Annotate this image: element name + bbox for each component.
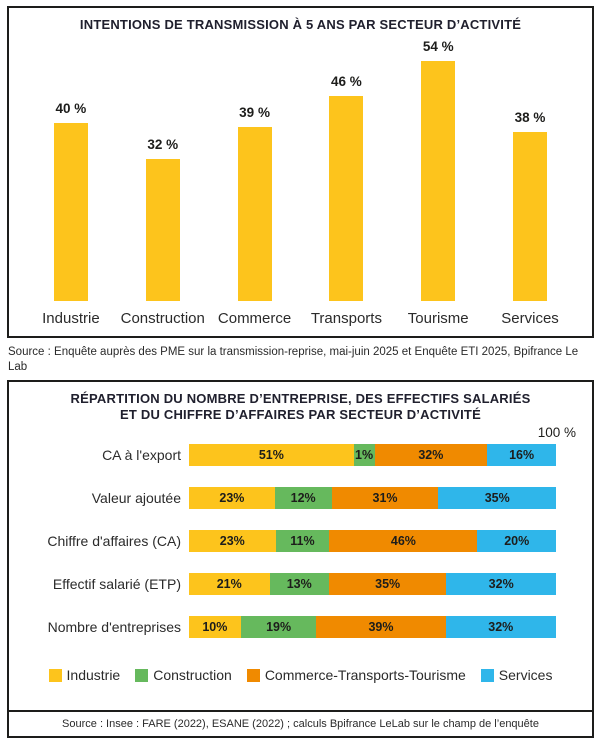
stacked-bar: 51% 1% 32% 16% [189, 444, 556, 467]
bar-commerce [237, 127, 272, 301]
segment-construction: 11% [275, 530, 330, 553]
legend-swatch [135, 668, 149, 682]
segment-industrie: 51% [189, 444, 354, 467]
sector-bar-chart: 40 % Industrie 32 % Construction 39 % Commerc… [9, 33, 592, 336]
repartition-stacked-chart: RÉPARTITION DU NOMBRE D’ENTREPRISE, DES … [7, 379, 594, 738]
segment-commerce-transports-tourisme: 39% [316, 616, 446, 639]
bar-column-transports: 46 % Transports [300, 74, 392, 336]
stacked-row-ca-l-export: CA à l'export 51% 1% 32% 16% [19, 444, 556, 467]
legend-swatch [246, 668, 260, 682]
bar-industrie [53, 123, 88, 301]
segment-commerce-transports-tourisme: 32% [374, 444, 488, 467]
row-category-label: Nombre d'entreprises [47, 619, 181, 636]
stacked-row-nombre-d-entreprises: Nombre d'entreprises 10% 19% 39% 32% [19, 616, 556, 639]
segment-industrie: 10% [189, 616, 241, 639]
bar-column-tourisme: 54 % Tourisme [392, 39, 484, 336]
segment-industrie: 23% [189, 487, 275, 510]
axis-max-label: 100 % [537, 425, 576, 441]
chart2-source: Source : Insee : FARE (2022), ESANE (202… [9, 709, 592, 736]
stacked-row-chiffre-d-affaires-ca-: Chiffre d'affaires (CA) 23% 11% 46% 20% [19, 530, 557, 553]
bar-value-label: 46 % [331, 74, 362, 89]
bar-value-label: 38 % [514, 110, 546, 125]
category-label: Tourisme [407, 310, 469, 327]
bar-transports [329, 96, 364, 301]
segment-construction: 13% [269, 573, 329, 596]
stacked-row-valeur-ajout-e: Valeur ajoutée 23% 12% 31% 35% [19, 487, 556, 510]
bar-services [513, 132, 548, 301]
legend-item-industrie: Industrie [48, 667, 121, 684]
stacked-row-effectif-salari-etp-: Effectif salarié (ETP) 21% 13% 35% 32% [19, 573, 556, 596]
legend-label: Industrie [66, 667, 121, 684]
bar-value-label: 40 % [55, 101, 87, 116]
legend-item-construction: Construction [135, 667, 232, 683]
segment-construction: 1% [353, 444, 375, 467]
bar-value-label: 39 % [239, 105, 270, 120]
stacked-bar: 21% 13% 35% 32% [189, 573, 556, 596]
legend-swatch [48, 668, 62, 682]
stacked-bar: 23% 12% 31% 35% [189, 487, 556, 510]
category-label: Industrie [42, 310, 100, 327]
row-category-label: Valeur ajoutée [91, 490, 181, 507]
segment-commerce-transports-tourisme: 35% [328, 573, 447, 596]
segment-industrie: 23% [189, 530, 276, 553]
stacked-chart-rows: CA à l'export 51% 1% 32% 16% Valeur ajoutée 23… [9, 442, 592, 659]
transmission-intentions-chart: INTENTIONS DE TRANSMISSION À 5 ANS PAR S… [7, 6, 594, 338]
segment-services: 16% [487, 444, 556, 467]
legend-label: Services [498, 667, 553, 684]
legend: Industrie Construction Commerce-Transports… [9, 667, 592, 683]
segment-commerce-transports-tourisme: 31% [331, 487, 439, 510]
chart1-source: Source : Enquête auprès des PME sur la t… [8, 346, 579, 373]
bar-column-commerce: 39 % Commerce [209, 105, 301, 336]
segment-services: 32% [446, 573, 556, 596]
row-category-label: CA à l'export [102, 447, 181, 464]
bar-value-label: 54 % [422, 39, 454, 54]
chart2-title-line2: ET DU CHIFFRE D’AFFAIRES PAR SECTEUR D’A… [120, 407, 481, 423]
segment-services: 32% [445, 616, 556, 639]
legend-item-services: Services [480, 667, 553, 684]
chart2-title-line1: RÉPARTITION DU NOMBRE D’ENTREPRISE, DES … [70, 390, 531, 406]
bar-value-label: 32 % [147, 137, 179, 152]
bar-tourisme [421, 61, 456, 301]
segment-industrie: 21% [189, 573, 270, 596]
row-category-label: Effectif salarié (ETP) [52, 576, 181, 593]
legend-item-commerce-transports-tourisme: Commerce-Transports-Tourisme [246, 667, 466, 684]
segment-services: 20% [477, 530, 557, 553]
segment-commerce-transports-tourisme: 46% [329, 530, 478, 553]
bar-column-industrie: 40 % Industrie [25, 101, 117, 336]
legend-label: Commerce-Transports-Tourisme [264, 667, 466, 684]
legend-swatch [480, 668, 494, 682]
category-label: Transports [310, 310, 382, 327]
category-label: Construction [120, 310, 205, 327]
bar-construction [145, 159, 180, 301]
segment-services: 35% [438, 487, 556, 510]
chart1-title: INTENTIONS DE TRANSMISSION À 5 ANS PAR S… [79, 17, 522, 32]
segment-construction: 12% [274, 487, 332, 510]
bar-column-services: 38 % Services [484, 110, 576, 336]
category-label: Services [501, 310, 559, 327]
segment-construction: 19% [240, 616, 317, 639]
category-label: Commerce [217, 310, 292, 327]
legend-label: Construction [153, 667, 232, 684]
stacked-bar: 10% 19% 39% 32% [189, 616, 556, 639]
bar-column-construction: 32 % Construction [117, 137, 209, 336]
row-category-label: Chiffre d'affaires (CA) [47, 533, 181, 550]
stacked-bar: 23% 11% 46% 20% [189, 530, 557, 553]
